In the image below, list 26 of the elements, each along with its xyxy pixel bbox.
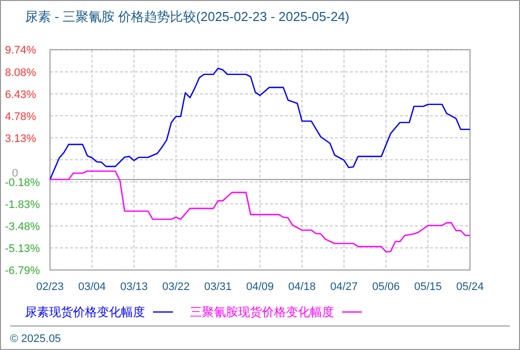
x-tick-label: 03/04 [78,281,106,293]
y-tick-label: -6.79% [5,265,40,277]
y-tick-label: 8.08% [5,66,36,79]
x-tick-label: 05/24 [456,281,484,293]
x-tick-label: 04/27 [330,281,358,293]
y-tick-label: -1.83% [5,198,40,211]
x-tick-label: 05/15 [414,281,442,293]
chart-title: 尿素 - 三聚氰胺 价格趋势比较(2025-02-23 - 2025-05-24) [25,9,350,24]
x-tick-label: 03/13 [120,281,148,293]
x-tick-label: 04/09 [246,281,274,293]
y-tick-label: 4.78% [5,110,36,123]
y-tick-label: 3.13% [5,132,36,145]
legend-label: 尿素现货价格变化幅度 [25,305,145,319]
y-tick-label: -3.48% [5,220,40,233]
x-tick-label: 02/23 [36,281,64,293]
y-tick-label: -5.13% [5,242,40,255]
x-tick-label: 03/31 [204,281,232,293]
line-series [49,170,471,253]
legend-label: 三聚氰胺现货价格变化幅度 [190,305,334,319]
line-series [49,68,471,180]
y-tick-label: 6.43% [5,88,36,101]
x-tick-label: 04/18 [288,281,316,293]
text: © 2025.05 [10,333,61,345]
x-tick-label: 03/22 [162,281,190,293]
x-tick-label: 05/06 [372,281,400,293]
y-tick-label: 9.74% [5,44,36,57]
